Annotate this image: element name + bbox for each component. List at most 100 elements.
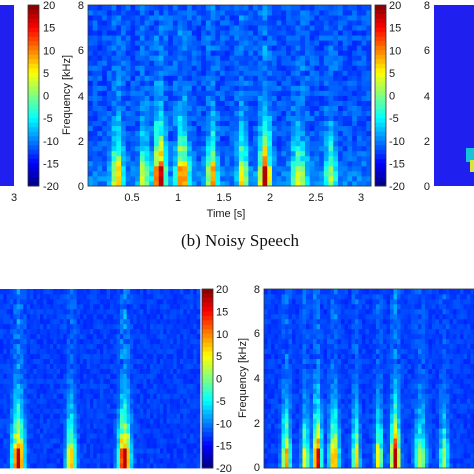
spectrogram-cell [309,90,315,96]
spectrogram-cell [333,130,339,137]
spectrogram-cell [267,363,272,369]
spectrogram-cell [309,130,315,137]
spectrogram-cell [186,318,191,325]
spectrogram-cell [328,95,334,101]
spectrogram-cell [286,45,292,51]
spectrogram-cell [73,298,78,305]
spectrogram-cell [288,373,293,379]
spectrogram-cell [229,145,235,152]
spectrogram-cell [278,423,282,429]
spectrogram-cell [172,160,179,167]
spectrogram-cell [113,448,118,454]
spectrogram-cell [103,338,108,345]
spectrogram-cell [100,293,104,300]
spectrogram-cell [286,30,292,36]
spectrogram-cell [102,105,108,111]
spectrogram-cell [264,353,268,360]
spectrogram-cell [106,298,111,305]
spectrogram-cell [158,60,164,66]
spectrogram-cell [186,313,191,320]
spectrogram-cell [33,393,38,399]
spectrogram-cell [323,30,329,36]
spectrogram-cell [352,10,358,16]
spectrogram-cell [130,408,134,414]
spectrogram-cell [333,55,339,61]
spectrogram-cell [262,100,268,106]
spectrogram-cell [166,289,171,295]
spectrogram-cell [111,85,117,91]
spectrogram-cell [186,333,191,340]
spectrogram-cell [83,308,88,315]
spectrogram-cell [153,393,158,399]
spectrogram-cell [144,45,150,51]
spectrogram-cell [26,303,31,310]
spectrogram-cell [205,140,212,147]
spectrogram-cell [267,145,273,152]
spectrogram-cell [191,75,197,81]
spectrogram-cell [156,398,161,404]
spectrogram-cell [90,433,94,439]
spectrogram-cell [133,318,138,325]
spectrogram-cell [123,458,128,464]
spectrogram-cell [361,75,367,81]
spectrogram-cell [201,35,207,41]
spectrogram-cell [93,463,98,469]
spectrogram-cell [53,363,58,369]
spectrogram-cell [328,160,334,167]
spectrogram-cell [106,303,111,310]
spectrogram-cell [73,423,78,429]
spectrogram-cell [300,105,306,111]
colorbar-segment [28,45,39,51]
spectrogram-cell [220,45,226,51]
spectrogram-cell [100,308,104,315]
spectrogram-cell [63,293,68,300]
spectrogram-cell [309,368,314,374]
spectrogram-cell [3,383,8,389]
spectrogram-cell [328,110,334,117]
spectrogram-cell [90,363,94,369]
spectrogram-cell [262,180,268,187]
spectrogram-cell [323,40,329,46]
spectrogram-cell [196,433,201,439]
colorbar-segment [375,172,386,178]
spectrogram-cell [0,383,4,389]
spectrogram-cell [257,135,263,142]
spectrogram-cell [111,135,117,142]
spectrogram-cell [154,80,160,86]
spectrogram-cell [111,125,117,132]
spectrogram-cell [299,373,303,379]
spectrogram-cell [276,35,282,41]
spectrogram-cell [121,35,127,41]
spectrogram-cell [86,383,91,389]
spectrogram-cell [166,423,171,429]
spectrogram-cell [253,70,259,76]
spectrogram-cell [166,408,171,414]
spectrogram-cell [113,328,118,335]
colorbar-segment [202,405,213,411]
spectrogram-cell [146,393,151,399]
spectrogram-cell [116,135,122,142]
spectrogram-cell [83,313,88,320]
spectrogram-cell [314,115,320,122]
spectrogram-cell [248,60,254,66]
spectrogram-cell [182,135,188,142]
spectrogram-cell [201,110,207,117]
spectrogram-cell [290,75,296,81]
spectrogram-cell [276,40,282,46]
spectrogram-cell [156,363,161,369]
spectrogram-cell [53,383,58,389]
spectrogram-cell [20,448,24,454]
spectrogram-cell [267,125,273,132]
spectrogram-cell [278,373,282,379]
spectrogram-cell [143,378,148,384]
spectrogram-cell [187,155,193,162]
spectrogram-cell [110,313,114,320]
spectrogram-cell [271,353,275,360]
spectrogram-cell [96,453,101,459]
spectrogram-cell [110,303,114,310]
spectrogram-cell [243,115,249,122]
spectrogram-cell [186,463,191,469]
spectrogram-cell [286,95,292,101]
spectrogram-cell [224,90,230,96]
spectrogram-cell [126,433,131,439]
